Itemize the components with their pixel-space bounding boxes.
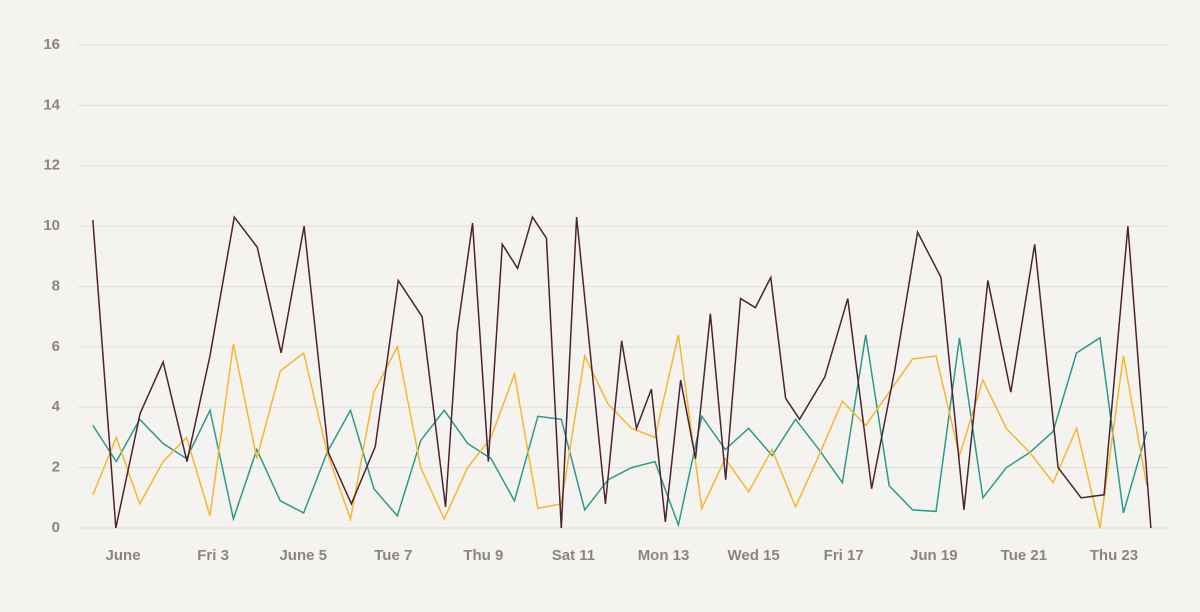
x-tick-label: Tue 7 <box>374 547 412 564</box>
series-line <box>92 215 1152 529</box>
x-tick-label: Mon 13 <box>638 547 690 564</box>
y-tick-label: 14 <box>43 96 60 113</box>
y-tick-label: 2 <box>52 459 60 476</box>
x-tick-label: Wed 15 <box>727 547 779 564</box>
y-tick-label: 12 <box>43 157 60 174</box>
y-tick-label: 16 <box>43 36 60 53</box>
x-tick-label: Sat 11 <box>552 547 595 564</box>
x-tick-label: Fri 17 <box>824 547 864 564</box>
series-line <box>92 334 1148 529</box>
x-tick-label: Thu 23 <box>1090 547 1138 564</box>
x-tick-label: Thu 9 <box>463 547 503 564</box>
x-tick-label: Jun 19 <box>910 547 958 564</box>
y-tick-label: 8 <box>52 277 60 294</box>
x-tick-label: Tue 21 <box>1001 547 1047 564</box>
x-tick-label: June <box>106 547 141 564</box>
y-tick-label: 4 <box>52 398 61 415</box>
x-tick-label: June 5 <box>279 547 327 564</box>
y-tick-label: 0 <box>52 519 60 536</box>
x-tick-label: Fri 3 <box>197 547 229 564</box>
y-tick-label: 6 <box>52 338 60 355</box>
y-tick-label: 10 <box>43 217 60 234</box>
